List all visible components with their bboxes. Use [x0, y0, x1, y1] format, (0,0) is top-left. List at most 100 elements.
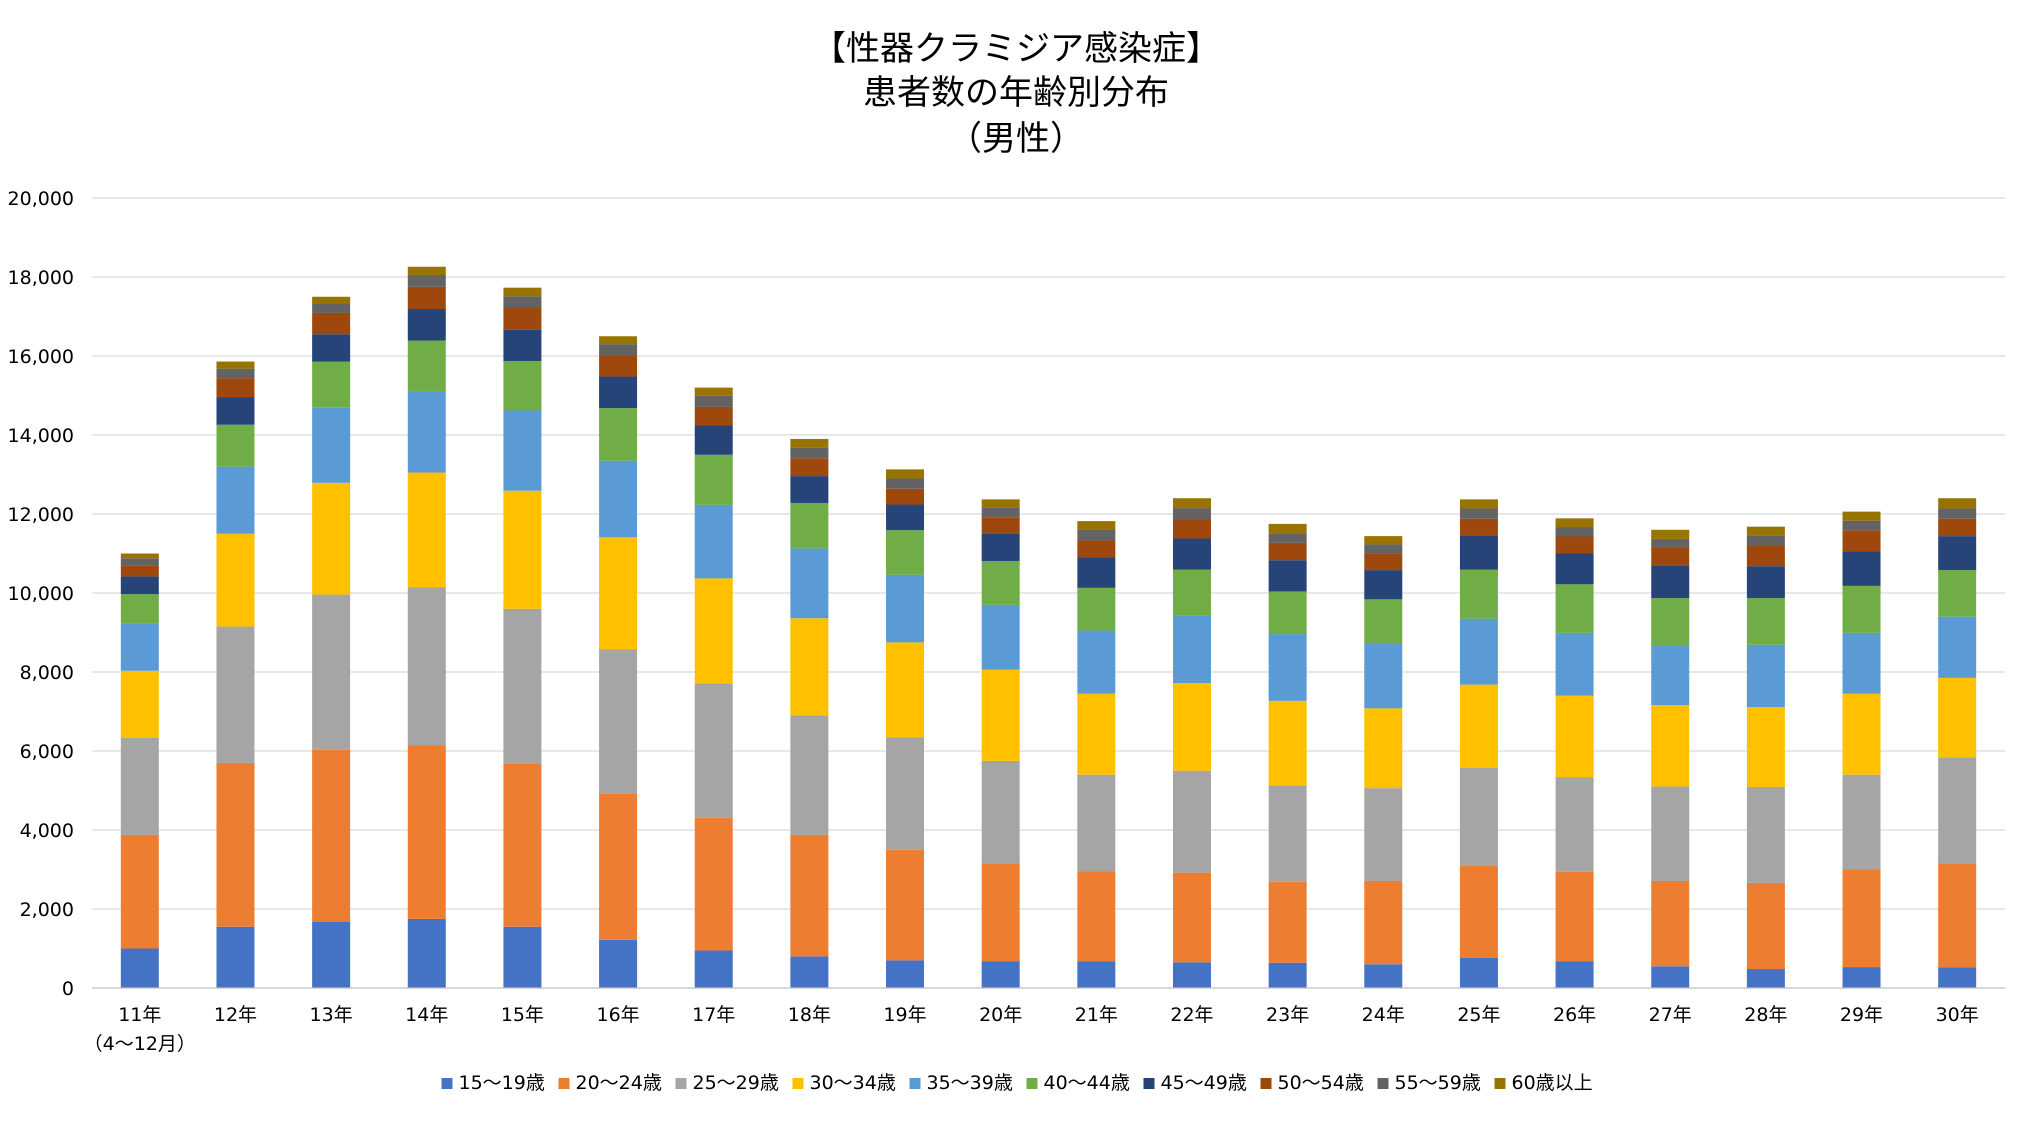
bar-segment	[886, 469, 925, 479]
bar-segment	[1364, 599, 1403, 644]
x-tick-label: 27年	[1649, 1004, 1692, 1026]
bar-segment	[1938, 677, 1977, 758]
bar-stack	[1842, 511, 1881, 988]
legend-label: 15〜19歳	[459, 1072, 545, 1094]
bar-segment	[407, 340, 446, 392]
bar-segment	[1651, 966, 1690, 988]
x-tick-label: 16年	[596, 1004, 639, 1026]
bar-segment	[120, 948, 159, 988]
bar-stack	[216, 361, 255, 988]
bar-segment	[981, 561, 1020, 605]
bar-segment	[1746, 786, 1785, 883]
bar-stack	[886, 469, 925, 988]
bar-segment	[1172, 519, 1211, 539]
legend-item: 35〜39歳	[909, 1072, 1013, 1094]
bar-segment	[1172, 872, 1211, 963]
bar-segment	[1938, 570, 1977, 617]
bar-segment	[216, 533, 255, 627]
bar-segment	[1077, 557, 1116, 588]
bar-segment	[1459, 508, 1498, 519]
bar-segment	[120, 576, 159, 595]
bar-segment	[981, 669, 1020, 761]
bar-segment	[120, 670, 159, 738]
bar-segment	[1077, 540, 1116, 558]
bar-segment	[216, 926, 255, 988]
legend-swatch	[675, 1078, 687, 1089]
y-tick-label: 12,000	[8, 504, 74, 526]
bar-segment	[1938, 498, 1977, 509]
bar-segment	[1268, 591, 1307, 635]
legend-label: 20〜24歳	[576, 1072, 662, 1094]
legend-swatch	[1143, 1078, 1155, 1089]
bar-segment	[694, 406, 733, 426]
bar-segment	[120, 553, 159, 559]
bar-segment	[694, 387, 733, 396]
bar-segment	[1555, 584, 1594, 633]
x-tick-label: 13年	[310, 1004, 353, 1026]
x-tick-label: 22年	[1170, 1004, 1213, 1026]
x-tick-label: 11年	[118, 1004, 161, 1026]
bar-segment	[886, 642, 925, 738]
legend: 15〜19歳 20〜24歳 25〜29歳 30〜34歳 35〜39歳 40〜44歳 45〜4…	[441, 1072, 1593, 1094]
bar-segment	[1746, 598, 1785, 645]
bar-segment	[407, 309, 446, 341]
bar-segment	[790, 548, 829, 619]
x-tick-label: 28年	[1744, 1004, 1787, 1026]
bar-segment	[216, 378, 255, 398]
legend-label: 60歳以上	[1512, 1072, 1593, 1094]
bar-segment	[694, 425, 733, 455]
bar-segment	[1172, 498, 1211, 509]
bar-segment	[1555, 536, 1594, 554]
chart-title-line-1: 【性器クラミジア感染症】	[812, 29, 1220, 69]
bar-segment	[599, 376, 638, 409]
bar-segment	[1172, 538, 1211, 570]
bar-segment	[1172, 962, 1211, 988]
bar-segment	[1077, 521, 1116, 530]
bar-segment	[981, 499, 1020, 508]
bar-stack	[694, 387, 733, 988]
x-tick-label: 25年	[1457, 1004, 1500, 1026]
bar-stack	[407, 266, 446, 989]
bar-segment	[1651, 598, 1690, 646]
legend-item: 20〜24歳	[558, 1072, 662, 1094]
bar-segment	[120, 623, 159, 671]
legend-item: 55〜59歳	[1377, 1072, 1481, 1094]
bar-segment	[1268, 962, 1307, 988]
bar-segment	[1938, 508, 1977, 519]
bar-segment	[1842, 967, 1881, 988]
bar-segment	[886, 504, 925, 531]
bar-segment	[1364, 788, 1403, 881]
bar-segment	[790, 458, 829, 477]
x-tick-label: 20年	[979, 1004, 1022, 1026]
bar-segment	[694, 683, 733, 818]
bar-segment	[981, 961, 1020, 988]
bar-segment	[1268, 634, 1307, 701]
bar-segment	[790, 438, 829, 448]
bar-segment	[312, 303, 351, 313]
bar-segment	[790, 618, 829, 716]
bar-segment	[216, 466, 255, 534]
bar-segment	[981, 604, 1020, 670]
bar-segment	[1842, 693, 1881, 775]
bar-segment	[120, 737, 159, 835]
bar-segment	[1651, 705, 1690, 787]
bar-segment	[1172, 770, 1211, 873]
bar-segment	[503, 307, 542, 330]
bar-segment	[1746, 535, 1785, 546]
bar-segment	[407, 266, 446, 276]
bar-segment	[312, 749, 351, 922]
bar-segment	[1938, 536, 1977, 571]
bar-segment	[503, 329, 542, 362]
legend-label: 30〜34歳	[810, 1072, 896, 1094]
bar-segment	[599, 460, 638, 538]
bar-segment	[694, 950, 733, 988]
bar-segment	[1746, 707, 1785, 787]
bar-segment	[599, 408, 638, 461]
bar-segment	[407, 275, 446, 287]
x-axis: 11年 （4〜12月） 12年 13年 14年 15年 16年 17年 18年 19年 20年 21年…	[84, 987, 2005, 1055]
x-tick-label: 18年	[788, 1004, 831, 1026]
bar-segment	[886, 737, 925, 850]
bar-segment	[1746, 969, 1785, 988]
bar-segment	[694, 395, 733, 407]
bar-segment	[503, 296, 542, 308]
